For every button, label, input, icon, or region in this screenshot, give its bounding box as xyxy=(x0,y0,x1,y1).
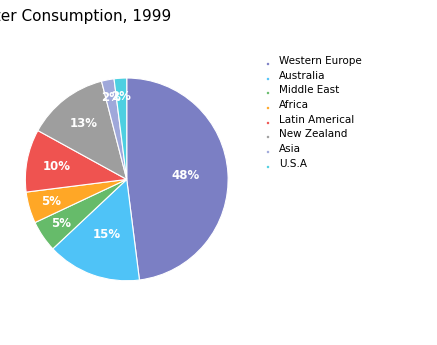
Wedge shape xyxy=(101,79,127,179)
Wedge shape xyxy=(35,179,127,249)
Wedge shape xyxy=(38,81,127,179)
Text: Bottled Water Consumption, 1999: Bottled Water Consumption, 1999 xyxy=(0,9,172,24)
Wedge shape xyxy=(127,78,228,280)
Text: 2%: 2% xyxy=(101,91,121,104)
Legend: Western Europe, Australia, Middle East, Africa, Latin Americal, New Zealand, Asi: Western Europe, Australia, Middle East, … xyxy=(264,53,365,172)
Text: 5%: 5% xyxy=(41,195,61,208)
Wedge shape xyxy=(114,78,127,179)
Text: 48%: 48% xyxy=(171,169,200,182)
Text: 15%: 15% xyxy=(93,228,121,241)
Text: 13%: 13% xyxy=(69,117,97,130)
Wedge shape xyxy=(53,179,139,281)
Text: 10%: 10% xyxy=(43,160,71,172)
Wedge shape xyxy=(25,130,127,192)
Text: 2%: 2% xyxy=(111,90,132,103)
Wedge shape xyxy=(26,179,127,223)
Text: 5%: 5% xyxy=(51,217,71,230)
